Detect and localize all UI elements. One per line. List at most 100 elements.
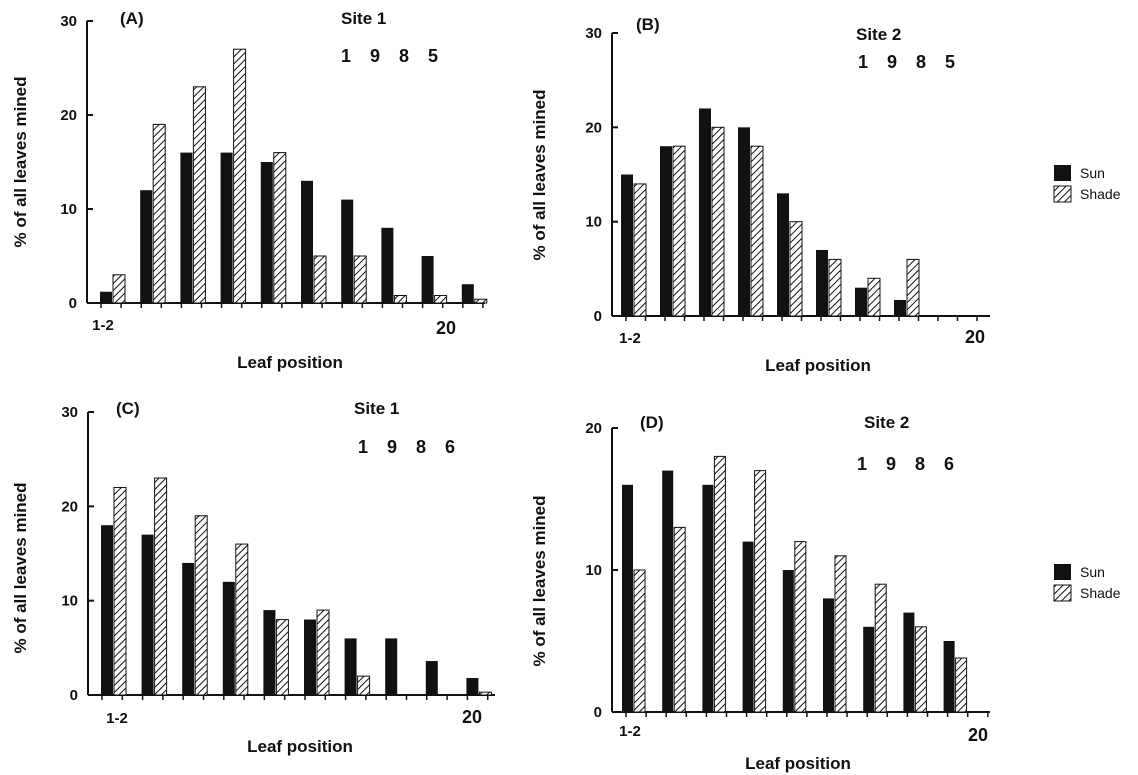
bar-shade (955, 657, 968, 713)
bar-sun (855, 287, 867, 316)
bar-sun (260, 162, 273, 303)
bar-shade (474, 298, 488, 304)
legend-bottom: Sun Shade (1053, 564, 1121, 602)
year-label: 1 9 8 5 (858, 52, 962, 72)
legend-swatch-sun (1054, 165, 1071, 181)
panel-d: (D) Site 2 1 9 8 6 % of all leaves mined… (530, 413, 990, 773)
panel-label: (A) (120, 9, 144, 28)
legend-swatch-shade (1053, 185, 1072, 203)
bar-shade (316, 609, 330, 696)
panel-b: (B) Site 2 1 9 8 5 % of all leaves mined… (530, 15, 990, 375)
bar-sun (461, 284, 474, 303)
y-tick-label: 10 (585, 214, 602, 231)
year-label: 1 9 8 6 (857, 454, 961, 474)
x-tick-label-first: 1-2 (619, 330, 641, 347)
y-axis-label: % of all leaves mined (530, 495, 549, 666)
x-tick-label-first: 1-2 (106, 710, 128, 727)
panel-label: (D) (640, 413, 664, 432)
year-label: 1 9 8 6 (358, 437, 462, 457)
panel-a: (A) Site 1 1 9 8 5 % of all leaves mined… (11, 9, 488, 372)
bar-shade (478, 691, 492, 696)
bar-sun (425, 661, 438, 695)
bar-shade (874, 583, 887, 713)
bar-sun (777, 193, 789, 316)
bar-sun (263, 610, 276, 695)
x-axis-label: Leaf position (765, 356, 871, 375)
panel-label: (C) (116, 399, 140, 418)
x-tick-label-20: 20 (968, 725, 988, 745)
legend-label-shade: Shade (1080, 585, 1121, 601)
bar-shade (914, 626, 927, 713)
bar-shade (834, 555, 847, 713)
y-tick-label: 30 (60, 13, 77, 30)
bar-sun (141, 534, 154, 695)
bar-sun (220, 152, 233, 303)
bar-sun (622, 484, 633, 712)
bar-sun (738, 127, 750, 316)
bar-shade (192, 86, 206, 304)
y-tick-label: 0 (594, 704, 602, 721)
bar-shade (789, 221, 803, 317)
bar-sun (301, 180, 313, 303)
bar-sun (180, 152, 193, 303)
bar-shade (275, 619, 289, 696)
y-axis-label: % of all leaves mined (11, 482, 30, 653)
bars (622, 455, 968, 713)
site-label: Site 2 (864, 413, 909, 432)
bar-sun (660, 146, 672, 316)
bar-sun (943, 641, 955, 712)
bar-sun (894, 299, 906, 316)
bar-shade (393, 294, 407, 304)
bar-sun (903, 612, 915, 712)
y-tick-label: 0 (70, 687, 78, 704)
bar-shade (867, 277, 881, 317)
bar-shade (235, 543, 249, 696)
bar-sun (816, 249, 828, 316)
panel-label: (B) (636, 15, 660, 34)
y-tick-label: 10 (585, 562, 602, 579)
bar-sun (222, 581, 235, 695)
bar-sun (782, 570, 794, 712)
y-tick-label: 20 (585, 420, 602, 437)
bar-sun (823, 598, 834, 712)
panel-c: (C) Site 1 1 9 8 6 % of all leaves mined… (11, 399, 495, 756)
bar-sun (621, 174, 633, 316)
y-tick-label: 20 (585, 119, 602, 136)
bars (621, 108, 920, 317)
bar-shade (633, 183, 647, 317)
bar-sun (140, 190, 153, 303)
year-label: 1 9 8 5 (341, 46, 445, 66)
bar-sun (699, 108, 711, 316)
legend-label-shade: Shade (1080, 186, 1121, 202)
bar-sun (702, 484, 714, 712)
bar-shade (194, 515, 208, 696)
bar-shade (713, 455, 726, 713)
bar-shade (353, 255, 367, 304)
bar-shade (152, 123, 166, 304)
bar-sun (385, 638, 398, 695)
bar-sun (381, 227, 394, 303)
bar-sun (182, 562, 195, 695)
y-tick-label: 10 (60, 201, 77, 218)
x-axis-label: Leaf position (237, 353, 343, 372)
legend-swatch-shade (1053, 584, 1072, 602)
x-tick-label-first: 1-2 (619, 723, 641, 740)
bar-shade (750, 145, 764, 317)
bar-sun (863, 626, 875, 712)
x-tick-label-20: 20 (462, 707, 482, 727)
bar-shade (672, 145, 686, 317)
bar-sun (101, 525, 113, 695)
legend-label-sun: Sun (1080, 564, 1105, 580)
bar-shade (633, 569, 646, 713)
site-label: Site 1 (354, 399, 399, 418)
legend-top: Sun Shade (1053, 165, 1121, 203)
bar-sun (341, 199, 354, 303)
bar-shade (828, 258, 842, 317)
y-tick-label: 20 (61, 498, 78, 515)
bar-sun (304, 619, 316, 695)
bar-shade (673, 526, 686, 713)
x-tick-label-20: 20 (965, 327, 985, 347)
bar-sun (421, 256, 434, 303)
bar-sun (662, 470, 674, 712)
